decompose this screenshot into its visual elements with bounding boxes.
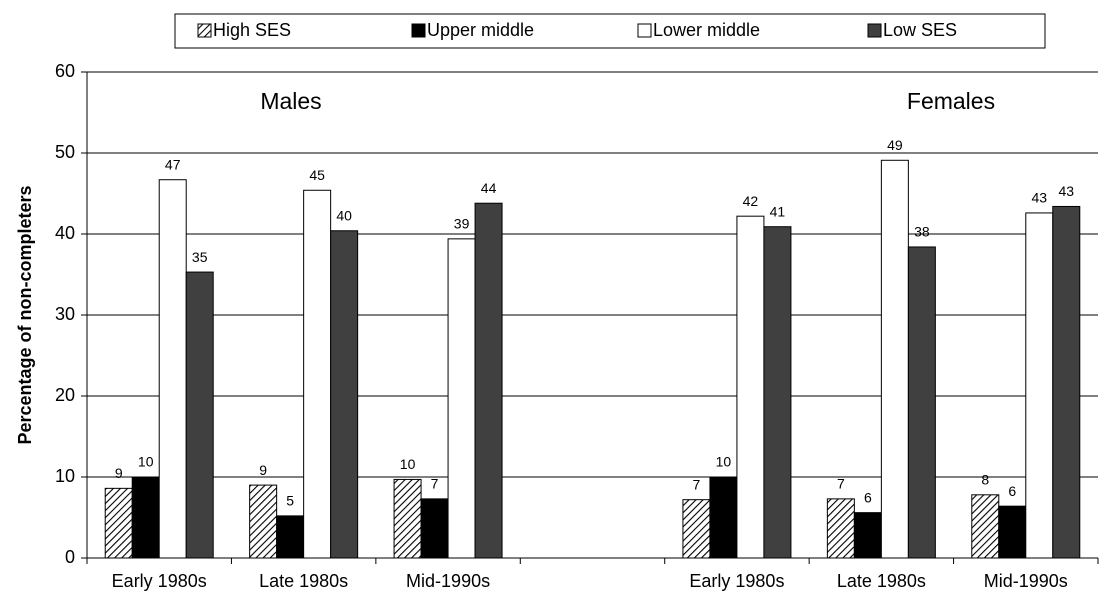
value-label: 47: [165, 156, 181, 172]
x-tick-label: Late 1980s: [837, 571, 926, 591]
legend-label: High SES: [213, 20, 291, 40]
value-label: 7: [693, 476, 701, 492]
bar: [393, 478, 422, 559]
annotation: Females: [907, 88, 995, 114]
bar: [104, 487, 133, 559]
bar: [131, 476, 160, 559]
bar: [998, 505, 1027, 559]
bar: [330, 230, 359, 559]
value-label: 49: [887, 137, 903, 153]
legend-swatch: [197, 23, 212, 38]
value-label: 39: [454, 216, 470, 232]
bar: [1052, 205, 1081, 559]
bar: [763, 226, 792, 559]
value-label: 40: [336, 207, 352, 223]
bar: [447, 238, 476, 559]
bar: [185, 271, 214, 559]
bar: [853, 512, 882, 559]
value-label: 38: [914, 224, 930, 240]
bar: [420, 498, 449, 559]
x-tick-label: Early 1980s: [689, 571, 784, 591]
bar: [736, 215, 765, 559]
value-label: 7: [837, 476, 845, 492]
value-label: 41: [770, 203, 786, 219]
value-label: 35: [192, 249, 208, 265]
y-tick-label: 10: [55, 466, 75, 486]
y-tick-label: 30: [55, 304, 75, 324]
bar: [709, 476, 738, 559]
bar: [971, 494, 1000, 559]
legend-label: Lower middle: [653, 20, 760, 40]
value-label: 9: [259, 462, 267, 478]
value-label: 43: [1058, 183, 1074, 199]
value-label: 8: [981, 472, 989, 488]
bar: [474, 202, 503, 559]
value-label: 6: [864, 489, 872, 505]
bar: [826, 498, 855, 559]
value-label: 43: [1031, 190, 1047, 206]
y-axis-title: Percentage of non-completers: [15, 185, 35, 444]
legend-swatch: [867, 23, 882, 38]
bar: [880, 159, 909, 559]
value-label: 45: [309, 167, 325, 183]
value-label: 44: [481, 180, 497, 196]
y-tick-label: 40: [55, 223, 75, 243]
value-label: 10: [716, 454, 732, 470]
value-label: 6: [1008, 483, 1016, 499]
legend-label: Low SES: [883, 20, 957, 40]
y-tick-label: 20: [55, 385, 75, 405]
legend-label: Upper middle: [427, 20, 534, 40]
x-tick-label: Mid-1990s: [984, 571, 1068, 591]
value-label: 10: [400, 456, 416, 472]
bar: [1025, 212, 1054, 559]
bar: [907, 246, 936, 559]
bar: [682, 499, 711, 559]
bar: [249, 484, 278, 559]
y-tick-label: 0: [65, 547, 75, 567]
annotation: Males: [260, 88, 321, 114]
legend-swatch: [411, 23, 426, 38]
legend-box: [174, 13, 1046, 49]
value-label: 5: [286, 493, 294, 509]
bar: [276, 515, 305, 559]
x-tick-label: Early 1980s: [112, 571, 207, 591]
bar: [303, 189, 332, 559]
bar: [158, 179, 187, 559]
value-label: 9: [115, 465, 123, 481]
y-tick-label: 50: [55, 142, 75, 162]
value-label: 42: [743, 193, 759, 209]
value-label: 7: [431, 476, 439, 492]
legend-swatch: [637, 23, 652, 38]
x-tick-label: Mid-1990s: [406, 571, 490, 591]
y-tick-label: 60: [55, 61, 75, 81]
value-label: 10: [138, 454, 154, 470]
x-tick-label: Late 1980s: [259, 571, 348, 591]
